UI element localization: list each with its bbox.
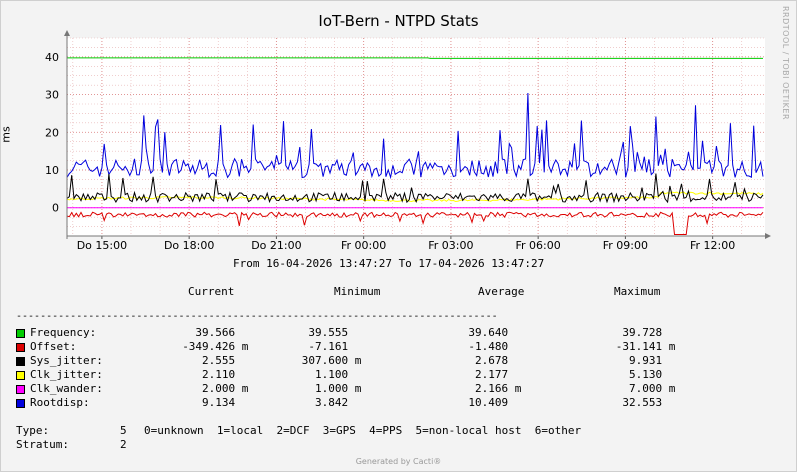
type-description: 0=unknown 1=local 2=DCF 3=GPS 4=PPS 5=no… — [144, 424, 582, 437]
legend-value-minimum: 1.000 m — [315, 382, 362, 395]
legend-name: Clk_jitter: — [30, 368, 103, 381]
legend-value-average: 2.678 — [475, 354, 509, 367]
legend-swatch-rootdisp — [16, 399, 25, 408]
legend-swatch-clk_wander — [16, 385, 25, 394]
legend-value-average: 39.640 — [468, 326, 509, 339]
series-line-sys_jitter — [66, 173, 764, 204]
legend-value-average: -1.480 — [468, 340, 509, 353]
legend-value-minimum: 307.600 m — [301, 354, 362, 367]
legend-value-maximum: -31.141 m — [615, 340, 676, 353]
plot-area — [67, 38, 765, 236]
legend-value-maximum: 5.130 — [629, 368, 663, 381]
legend-header-minimum: Minimum — [334, 285, 381, 298]
series-line-rootdisp — [66, 92, 764, 180]
legend-value-minimum: 39.555 — [308, 326, 349, 339]
legend-swatch-clk_jitter — [16, 371, 25, 380]
legend-value-minimum: 3.842 — [315, 396, 349, 409]
legend-swatch-sys_jitter — [16, 357, 25, 366]
stratum-value: 2 — [120, 438, 127, 451]
legend-value-current: 2.110 — [202, 368, 236, 381]
stratum-label: Stratum: — [16, 438, 69, 451]
x-tick-label: Fr 12:00 — [690, 239, 735, 252]
y-tick-label: 40 — [45, 51, 59, 64]
y-axis-arrow — [64, 30, 70, 36]
legend-value-maximum: 7.000 m — [629, 382, 676, 395]
legend-value-maximum: 9.931 — [629, 354, 663, 367]
legend-value-maximum: 39.728 — [622, 326, 663, 339]
time-range-text: From 16-04-2026 13:47:27 To 17-04-2026 1… — [233, 257, 545, 270]
series-line-frequency — [67, 57, 763, 59]
x-tick-label: Do 18:00 — [164, 239, 214, 252]
legend-swatch-offset — [16, 343, 25, 352]
chart-svg: 0 10 20 30 40 Do 15:00 Do 18:00 Do 21:00 Fr 00:0… — [45, 30, 771, 252]
rrdtool-watermark: RRDTOOL / TOBI OETIKER — [781, 6, 790, 121]
x-tick-label: Fr 03:00 — [428, 239, 473, 252]
legend-value-average: 10.409 — [468, 396, 509, 409]
legend-name: Frequency: — [30, 326, 97, 339]
legend-name: Offset: — [30, 340, 77, 353]
legend-value-current: 39.566 — [195, 326, 236, 339]
x-tick-label: Fr 09:00 — [603, 239, 648, 252]
legend-name: Rootdisp: — [30, 396, 90, 409]
x-tick-label: Fr 00:00 — [341, 239, 386, 252]
x-tick-label: Fr 06:00 — [516, 239, 561, 252]
legend-value-minimum: -7.161 — [308, 340, 349, 353]
chart-title: IoT-Bern - NTPD Stats — [318, 12, 479, 30]
legend-name: Sys_jitter: — [30, 354, 103, 367]
y-tick-label: 10 — [45, 164, 59, 177]
legend-value-minimum: 1.100 — [315, 368, 349, 381]
legend-header-maximum: Maximum — [614, 285, 661, 298]
legend-value-current: 2.000 m — [202, 382, 249, 395]
legend-swatch-frequency — [16, 329, 25, 338]
type-label: Type: — [16, 424, 50, 437]
legend-value-average: 2.177 — [475, 368, 509, 381]
legend-value-current: 9.134 — [202, 396, 236, 409]
legend-value-maximum: 32.553 — [622, 396, 663, 409]
series-line-offset — [66, 211, 764, 235]
y-tick-label: 30 — [45, 89, 59, 102]
series-line-clk_jitter — [66, 191, 764, 203]
legend-value-current: 2.555 — [202, 354, 236, 367]
x-tick-label: Do 21:00 — [251, 239, 301, 252]
legend-value-current: -349.426 m — [182, 340, 249, 353]
legend-separator: ----------------------------------------… — [16, 311, 498, 322]
legend-header-current: Current — [188, 285, 235, 298]
type-value: 5 — [120, 424, 127, 437]
x-axis-arrow — [765, 233, 771, 239]
legend-name: Clk_wander: — [30, 382, 103, 395]
legend-value-average: 2.166 m — [475, 382, 522, 395]
x-tick-label: Do 15:00 — [77, 239, 127, 252]
generated-by-footer: Generated by Cacti® — [355, 457, 442, 466]
y-tick-label: 20 — [45, 126, 59, 139]
y-tick-label: 0 — [52, 202, 59, 215]
legend-header-average: Average — [478, 285, 525, 298]
